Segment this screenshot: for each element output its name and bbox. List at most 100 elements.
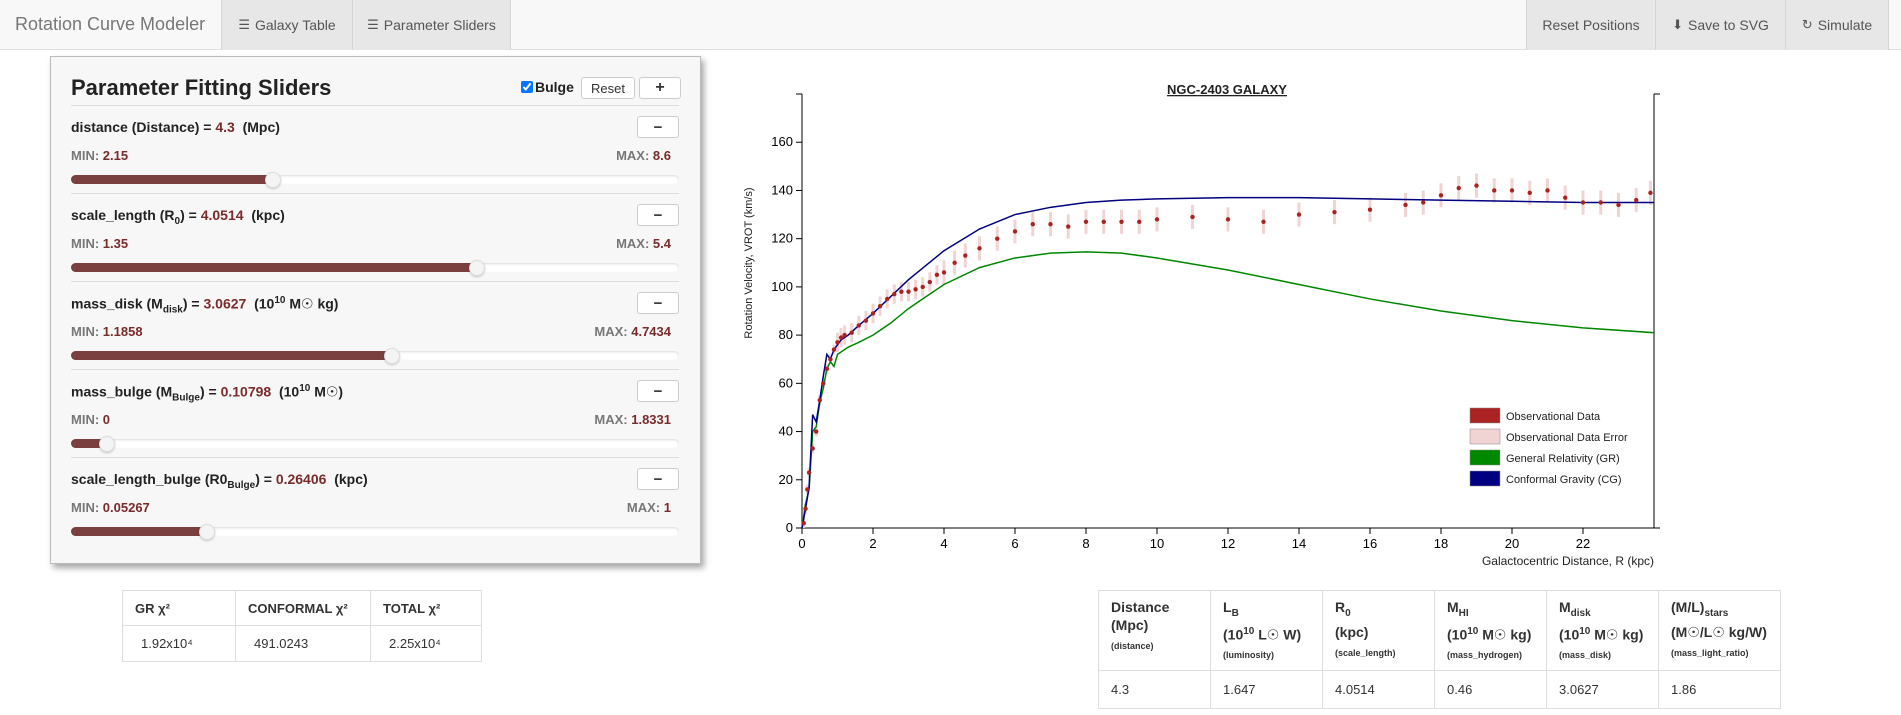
data-point bbox=[995, 236, 1000, 241]
slider-thumb[interactable] bbox=[265, 172, 282, 188]
galaxy-table-label: Galaxy Table bbox=[254, 17, 336, 33]
simulate-label: Simulate bbox=[1817, 17, 1873, 33]
slider-track[interactable] bbox=[71, 172, 679, 188]
slider-thumb[interactable] bbox=[468, 260, 485, 276]
luminosity-header: LB (1010 L☉ W) (luminosity) bbox=[1210, 590, 1323, 671]
x-tick-label: 18 bbox=[1434, 536, 1448, 551]
data-point bbox=[892, 291, 897, 297]
remove-slider-button[interactable]: − bbox=[637, 292, 679, 314]
simulate-button[interactable]: ↻ Simulate bbox=[1785, 0, 1889, 50]
data-point bbox=[856, 323, 861, 328]
data-point bbox=[870, 311, 876, 316]
slider-mass-bulge: mass_bulge (MBulge) = 0.10798 (1010 M☉) … bbox=[71, 369, 679, 457]
slider-track[interactable] bbox=[71, 260, 679, 276]
remove-slider-button[interactable]: − bbox=[637, 204, 679, 226]
x-tick-label: 10 bbox=[1150, 536, 1164, 551]
reset-positions-button[interactable]: Reset Positions bbox=[1526, 0, 1656, 50]
slider-fill bbox=[71, 263, 477, 272]
data-point bbox=[1332, 209, 1337, 215]
data-point bbox=[1634, 197, 1639, 203]
data-point bbox=[963, 253, 968, 258]
slider-fill bbox=[71, 439, 107, 448]
y-tick-label: 40 bbox=[779, 424, 793, 439]
data-point bbox=[1190, 214, 1195, 220]
parameter-sliders-label: Parameter Sliders bbox=[383, 17, 496, 33]
data-point bbox=[1225, 217, 1231, 222]
total-chi-header: TOTAL χ² bbox=[370, 590, 482, 626]
cg-curve bbox=[801, 196, 1654, 529]
x-tick-label: 2 bbox=[869, 536, 876, 551]
data-point bbox=[1403, 202, 1408, 208]
data-point bbox=[899, 289, 904, 294]
mass-hydrogen-value: 0.46 bbox=[1434, 670, 1547, 709]
remove-slider-button[interactable]: − bbox=[637, 116, 679, 138]
remove-slider-button[interactable]: − bbox=[637, 468, 679, 490]
min-value: MIN: 0 bbox=[71, 412, 111, 427]
data-point bbox=[824, 366, 830, 372]
data-point bbox=[1101, 219, 1106, 224]
save-svg-label: Save to SVG bbox=[1687, 17, 1769, 33]
slider-thumb[interactable] bbox=[384, 348, 401, 364]
data-point bbox=[1545, 188, 1550, 193]
legend-swatch bbox=[1469, 470, 1501, 487]
save-svg-button[interactable]: ⬇ Save to SVG bbox=[1655, 0, 1786, 50]
data-point bbox=[1598, 200, 1603, 205]
slider-thumb[interactable] bbox=[98, 436, 115, 452]
data-point bbox=[913, 287, 918, 292]
data-point bbox=[831, 347, 837, 352]
data-point bbox=[805, 487, 810, 492]
slider-fill bbox=[71, 175, 274, 184]
galaxy-table-button[interactable]: ☰ Galaxy Table bbox=[221, 0, 353, 50]
table-header-row: GR χ² CONFORMAL χ² TOTAL χ² bbox=[122, 590, 482, 626]
slider-scale-length: scale_length (R0) = 4.0514 (kpc) − MIN: … bbox=[71, 193, 679, 281]
data-point bbox=[877, 303, 883, 309]
slider-thumb[interactable] bbox=[198, 524, 215, 540]
mass-light-ratio-header: (M/L)stars (M☉/L☉ kg/W) (mass_light_ratio) bbox=[1658, 590, 1781, 671]
remove-slider-button[interactable]: − bbox=[637, 380, 679, 402]
app-brand[interactable]: Rotation Curve Modeler bbox=[15, 14, 206, 34]
chart-x-label: Galactocentric Distance, R (kpc) bbox=[1482, 554, 1654, 568]
data-point bbox=[1296, 212, 1302, 217]
data-point bbox=[1048, 222, 1053, 227]
mass-disk-header: Mdisk (1010 M☉ kg) (mass_disk) bbox=[1546, 590, 1659, 671]
chart-y-label: Rotation Velocity, VROT (km/s) bbox=[743, 187, 755, 338]
slider-track[interactable] bbox=[71, 436, 679, 452]
y-tick-label: 100 bbox=[771, 279, 793, 294]
slider-track[interactable] bbox=[71, 348, 679, 364]
data-point bbox=[1367, 207, 1373, 212]
data-point bbox=[1012, 229, 1018, 234]
rotation-curve-chart[interactable]: NGC-2403 GALAXY Rotation Velocity, VROT … bbox=[730, 70, 1670, 580]
y-tick-label: 0 bbox=[786, 520, 793, 535]
data-point bbox=[842, 332, 847, 338]
max-value: MAX: 1 bbox=[626, 500, 671, 515]
add-slider-button[interactable]: + bbox=[639, 77, 681, 99]
max-value: MAX: 1.8331 bbox=[594, 412, 671, 427]
legend-swatch bbox=[1469, 449, 1501, 466]
bulge-toggle[interactable]: Bulge bbox=[521, 79, 574, 95]
parameter-fitting-panel[interactable]: Parameter Fitting Sliders Bulge Reset + … bbox=[50, 56, 701, 564]
legend-label: Observational Data bbox=[1506, 411, 1601, 423]
data-point bbox=[849, 330, 854, 335]
y-tick-label: 160 bbox=[771, 134, 793, 149]
x-tick-label: 6 bbox=[1011, 536, 1018, 551]
list-icon: ☰ bbox=[238, 17, 250, 32]
scale-length-value: 4.0514 bbox=[1322, 670, 1435, 709]
parameter-sliders-button[interactable]: ☰ Parameter Sliders bbox=[352, 0, 511, 50]
slider-track[interactable] bbox=[71, 524, 679, 540]
data-point bbox=[1030, 222, 1035, 227]
reset-button[interactable]: Reset bbox=[581, 77, 635, 99]
download-icon: ⬇ bbox=[1672, 17, 1683, 32]
x-tick-label: 12 bbox=[1221, 536, 1235, 551]
galaxy-parameters-table: Distance (Mpc) (distance) LB (1010 L☉ W) (lu… bbox=[1098, 590, 1781, 709]
data-point bbox=[934, 272, 940, 278]
conformal-chi-value: 491.0243 bbox=[235, 625, 371, 662]
bulge-checkbox[interactable] bbox=[521, 81, 533, 93]
x-tick-label: 0 bbox=[798, 536, 805, 551]
max-value: MAX: 4.7434 bbox=[594, 324, 671, 339]
slider-fill bbox=[71, 527, 207, 536]
max-value: MAX: 8.6 bbox=[616, 148, 671, 163]
y-tick-label: 80 bbox=[779, 327, 793, 342]
gr-chi-header: GR χ² bbox=[122, 590, 236, 626]
luminosity-value: 1.647 bbox=[1210, 670, 1323, 709]
min-value: MIN: 0.05267 bbox=[71, 500, 150, 515]
